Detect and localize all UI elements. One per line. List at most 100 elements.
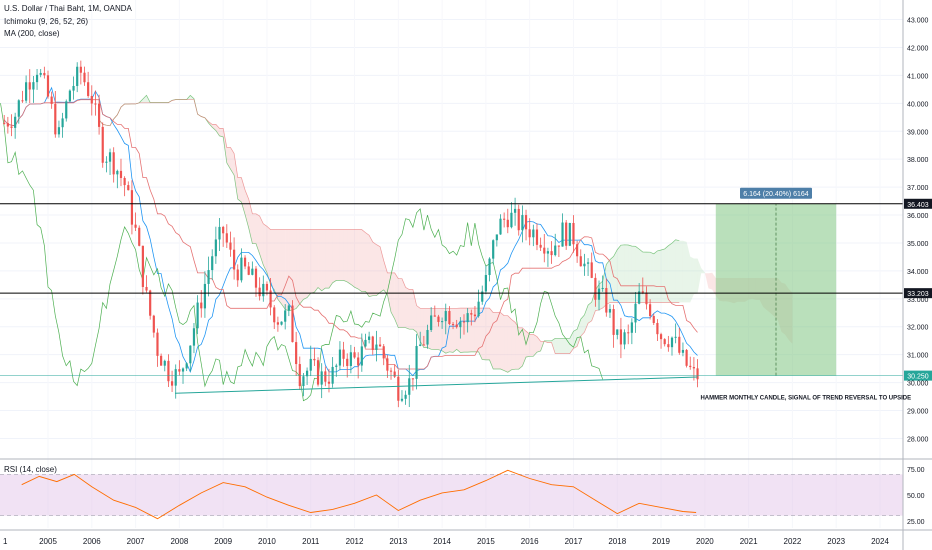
cloud-segment xyxy=(438,308,443,351)
candle-body xyxy=(641,291,644,293)
cloud-segment xyxy=(387,272,392,312)
cloud-segment xyxy=(230,147,235,176)
time-tick-label: 2023 xyxy=(827,537,845,546)
candle-body xyxy=(134,224,137,228)
candle-body xyxy=(422,344,425,346)
time-tick-label: 1 xyxy=(3,537,8,546)
candle-body xyxy=(415,345,418,379)
candle-body xyxy=(225,233,228,243)
candle-body xyxy=(430,315,433,330)
cloud-segment xyxy=(609,256,614,303)
candle-body xyxy=(156,332,159,356)
candle-body xyxy=(375,344,378,350)
price-tick-label: 43.000 xyxy=(907,18,929,25)
candle-body xyxy=(532,229,535,238)
candle-body xyxy=(696,368,699,380)
cloud-segment xyxy=(675,239,680,303)
cloud-segment xyxy=(226,147,231,170)
candle-body xyxy=(652,316,655,323)
time-tick-label: 2008 xyxy=(170,537,188,546)
cloud-segment xyxy=(668,243,672,303)
candle-body xyxy=(543,247,546,254)
cloud-segment xyxy=(635,246,640,303)
rsi-band xyxy=(0,474,903,516)
candle-body xyxy=(627,332,630,334)
cloud-segment xyxy=(500,312,505,371)
candle-body xyxy=(448,311,451,325)
candle-body xyxy=(539,244,542,248)
cloud-segment xyxy=(686,241,691,303)
candle-body xyxy=(368,336,371,340)
price-tick-label: 42.000 xyxy=(907,45,929,52)
candle-body xyxy=(649,304,652,317)
candle-body xyxy=(302,376,305,387)
candle-body xyxy=(327,381,331,384)
candle-body xyxy=(218,226,221,240)
time-tick-label: 2017 xyxy=(565,537,583,546)
legend-title: U.S. Dollar / Thai Baht, 1M, OANDA xyxy=(4,4,132,13)
candle-body xyxy=(276,322,279,325)
cloud-segment xyxy=(558,338,563,354)
candle-body xyxy=(316,360,320,385)
candle-body xyxy=(54,103,57,135)
time-tick-label: 2011 xyxy=(302,537,320,546)
candle-body xyxy=(273,307,276,323)
candle-body xyxy=(524,215,528,230)
cloud-segment xyxy=(704,272,709,289)
cloud-segment xyxy=(507,315,512,373)
time-tick-label: 2007 xyxy=(127,537,145,546)
cloud-segment xyxy=(241,177,246,215)
candle-body xyxy=(506,219,509,228)
cloud-segment xyxy=(529,334,534,357)
rsi-tick-label: 75.00 xyxy=(907,467,925,474)
candle-body xyxy=(313,358,316,361)
cloud-segment xyxy=(219,128,224,137)
candle-body xyxy=(612,309,615,335)
cloud-segment xyxy=(690,256,694,303)
annotation-note: HAMMER MONTHLY CANDLE, SIGNAL OF TREND R… xyxy=(700,395,911,401)
candle-body xyxy=(554,245,557,256)
candle-body xyxy=(459,321,462,328)
candle-body xyxy=(280,321,283,325)
price-tick-label: 33.000 xyxy=(907,297,929,304)
measure-label: 6.164 (20.40%) 6164 xyxy=(743,191,808,198)
candle-body xyxy=(25,82,28,101)
ichimoku-cloud xyxy=(99,95,793,373)
candle-body xyxy=(404,394,407,399)
candle-body xyxy=(127,185,130,191)
cloud-segment xyxy=(303,229,308,300)
candle-body xyxy=(149,290,152,316)
candle-body xyxy=(105,161,108,163)
price-tick-label: 38.000 xyxy=(907,157,929,164)
time-tick-label: 2016 xyxy=(521,537,539,546)
candle-body xyxy=(90,95,93,104)
time-tick-label: 2005 xyxy=(39,537,57,546)
candle-body xyxy=(320,371,323,385)
candle-body xyxy=(678,336,681,353)
candle-body xyxy=(583,263,586,267)
candle-body xyxy=(346,358,349,366)
rsi-tick-label: 50.00 xyxy=(907,493,925,500)
candle-body xyxy=(214,239,217,257)
time-tick-label: 2009 xyxy=(214,537,232,546)
cloud-segment xyxy=(234,153,238,200)
price-tick-label: 34.000 xyxy=(907,269,929,276)
time-tick-label: 2015 xyxy=(477,537,495,546)
candle-body xyxy=(656,322,659,335)
cloud-segment xyxy=(215,124,220,136)
cloud-segment xyxy=(504,315,508,373)
kijun-line xyxy=(3,99,698,370)
candle-body xyxy=(466,313,469,323)
cloud-segment xyxy=(212,124,216,131)
cloud-segment xyxy=(657,250,662,303)
candle-body xyxy=(499,218,502,235)
price-tick-label: 37.000 xyxy=(907,185,929,192)
candle-body xyxy=(163,360,166,366)
levels: 36.403 33.203 30.250 xyxy=(0,198,932,394)
cloud-segment xyxy=(613,249,618,303)
cloud-segment xyxy=(672,239,676,303)
cloud-segment xyxy=(693,258,698,295)
candle-body xyxy=(594,277,597,300)
candle-body xyxy=(437,316,440,322)
